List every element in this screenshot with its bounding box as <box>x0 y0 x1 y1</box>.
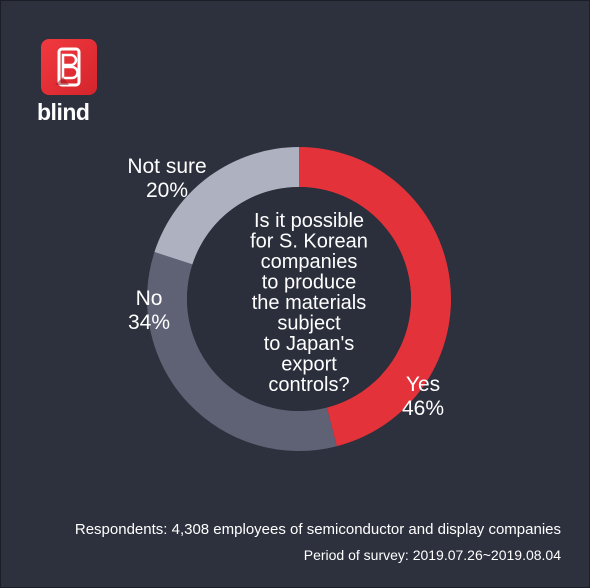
slice-value-no: 34% <box>128 311 170 334</box>
donut-hole <box>187 187 411 411</box>
slice-label-not-sure: Not sure <box>127 155 206 178</box>
chart-title-line: to produce <box>262 272 357 294</box>
survey-period-note: Period of survey: 2019.07.26~2019.08.04 <box>303 547 561 563</box>
chart-title-line: subject <box>277 313 341 335</box>
brand-logo: blind <box>37 39 101 127</box>
slice-yes <box>299 147 452 447</box>
brand-name: blind <box>37 99 90 125</box>
slice-no <box>146 252 337 451</box>
chart-title-line: to Japan's <box>264 333 355 355</box>
chart-title-line: companies <box>261 251 358 273</box>
slice-value-not-sure: 20% <box>146 179 188 202</box>
blind-logo-icon <box>41 39 97 95</box>
chart-title-line: Is it possible <box>254 210 364 232</box>
slice-value-yes: 46% <box>402 397 444 420</box>
chart-title-line: for S. Korean <box>250 231 368 253</box>
chart-title-line: the materials <box>252 292 367 314</box>
chart-title-line: controls? <box>268 374 349 396</box>
chart-title-line: export <box>281 354 337 376</box>
slice-label-no: No <box>136 287 163 310</box>
slice-label-yes: Yes <box>406 373 440 396</box>
slice-not-sure <box>154 147 299 265</box>
respondents-note: Respondents: 4,308 employees of semicond… <box>74 521 561 538</box>
